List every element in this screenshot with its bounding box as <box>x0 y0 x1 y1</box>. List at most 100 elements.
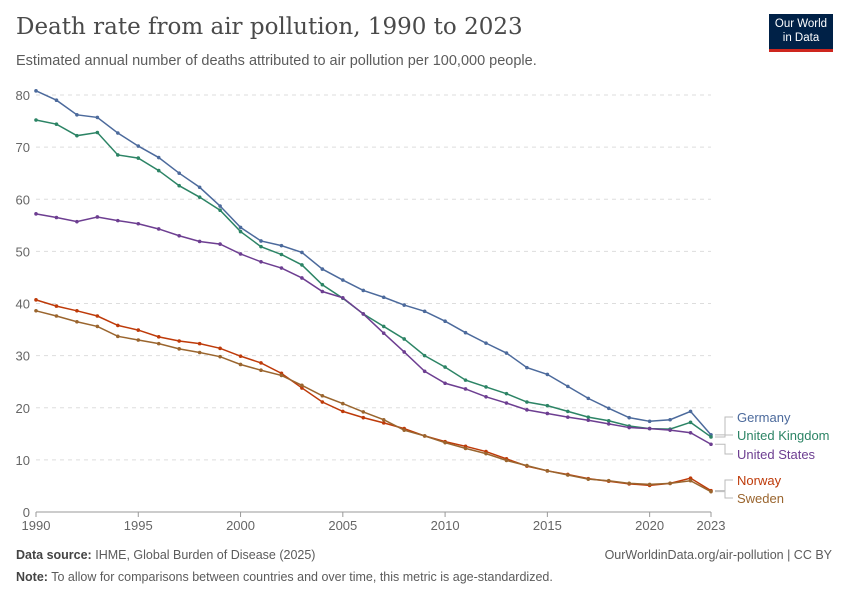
data-point <box>606 406 611 411</box>
data-point <box>136 144 141 148</box>
data-point <box>341 401 345 406</box>
label-connector <box>715 416 733 436</box>
x-tick-label: 1990 <box>22 518 51 533</box>
series-label: Norway <box>737 473 782 488</box>
data-point <box>156 168 161 173</box>
data-point <box>402 337 406 341</box>
chart-subtitle: Estimated annual number of deaths attrib… <box>16 53 537 69</box>
data-point <box>279 252 284 257</box>
data-point <box>422 309 427 314</box>
y-tick-label: 20 <box>16 401 30 416</box>
data-point <box>668 428 672 432</box>
data-point <box>586 415 591 419</box>
label-connector <box>715 434 733 438</box>
x-tick-label: 2015 <box>533 518 562 533</box>
data-point <box>156 341 161 346</box>
data-point <box>300 263 304 267</box>
data-point <box>361 288 366 293</box>
data-point <box>238 225 243 230</box>
data-point <box>116 153 120 157</box>
label-connector <box>715 479 733 492</box>
y-tick-label: 40 <box>16 297 30 312</box>
y-tick-label: 60 <box>16 192 30 207</box>
data-point <box>197 350 202 355</box>
data-point <box>95 115 100 120</box>
data-point <box>218 346 222 351</box>
note-label: Note: <box>16 570 48 584</box>
data-point <box>381 421 386 425</box>
data-point <box>381 324 386 329</box>
data-point <box>320 282 325 287</box>
data-point <box>75 133 79 138</box>
data-point <box>34 308 38 313</box>
series-label: Germany <box>737 410 791 425</box>
data-point <box>95 215 100 219</box>
data-point <box>95 324 100 329</box>
data-point <box>259 239 263 243</box>
data-point <box>525 400 529 404</box>
data-point <box>54 314 59 318</box>
data-point <box>156 227 161 231</box>
data-point <box>116 218 120 223</box>
data-point <box>218 354 222 359</box>
data-point <box>566 415 570 419</box>
data-point <box>422 353 427 358</box>
data-point <box>443 381 447 386</box>
y-tick-label: 0 <box>23 505 30 520</box>
data-point <box>156 335 161 339</box>
data-point <box>75 219 79 224</box>
data-point <box>545 411 550 416</box>
data-point <box>463 330 468 335</box>
data-point <box>279 266 284 270</box>
data-point <box>54 215 59 220</box>
data-point <box>218 242 222 246</box>
source-text[interactable]: IHME, Global Burden of Disease (2025) <box>95 548 316 562</box>
data-point <box>34 89 38 93</box>
data-point <box>545 372 550 377</box>
data-point <box>443 319 447 324</box>
data-point <box>320 267 325 271</box>
data-point <box>402 350 406 354</box>
owid-logo[interactable]: Our World in Data <box>769 14 833 52</box>
data-point <box>545 403 550 408</box>
data-point <box>627 481 631 486</box>
data-point <box>606 478 611 483</box>
data-point <box>218 208 222 212</box>
data-point <box>566 473 570 477</box>
data-point <box>361 415 366 420</box>
data-point <box>136 328 141 332</box>
data-point <box>504 391 509 396</box>
data-point <box>136 338 141 342</box>
data-point <box>586 477 591 481</box>
data-point <box>463 378 468 382</box>
chart-title: Death rate from air pollution, 1990 to 2… <box>16 14 523 40</box>
series-line-sweden <box>35 310 712 493</box>
x-tick-label: 2020 <box>635 518 664 533</box>
data-point <box>668 481 672 486</box>
y-tick-label: 70 <box>16 140 30 155</box>
data-point <box>320 289 325 294</box>
data-point <box>381 417 386 422</box>
data-point <box>75 319 79 324</box>
data-point <box>504 351 509 355</box>
data-point <box>34 212 38 216</box>
label-connector <box>715 443 733 455</box>
series-line-germany <box>35 90 712 436</box>
data-point <box>197 239 202 244</box>
data-point <box>54 98 59 103</box>
y-tick-label: 30 <box>16 349 30 364</box>
data-point <box>95 130 100 135</box>
data-point <box>688 476 693 480</box>
data-point <box>177 339 181 343</box>
x-tick-label: 1995 <box>124 518 153 533</box>
data-point <box>566 409 570 414</box>
data-point <box>300 383 304 388</box>
data-point <box>259 361 263 365</box>
data-point <box>238 362 243 367</box>
series-line-united-kingdom <box>35 119 712 438</box>
note-text: To allow for comparisons between countri… <box>51 570 553 584</box>
source-url[interactable]: OurWorldinData.org/air-pollution | CC BY <box>604 548 832 562</box>
data-point <box>136 221 141 226</box>
data-point <box>75 308 79 313</box>
data-point <box>606 418 611 423</box>
